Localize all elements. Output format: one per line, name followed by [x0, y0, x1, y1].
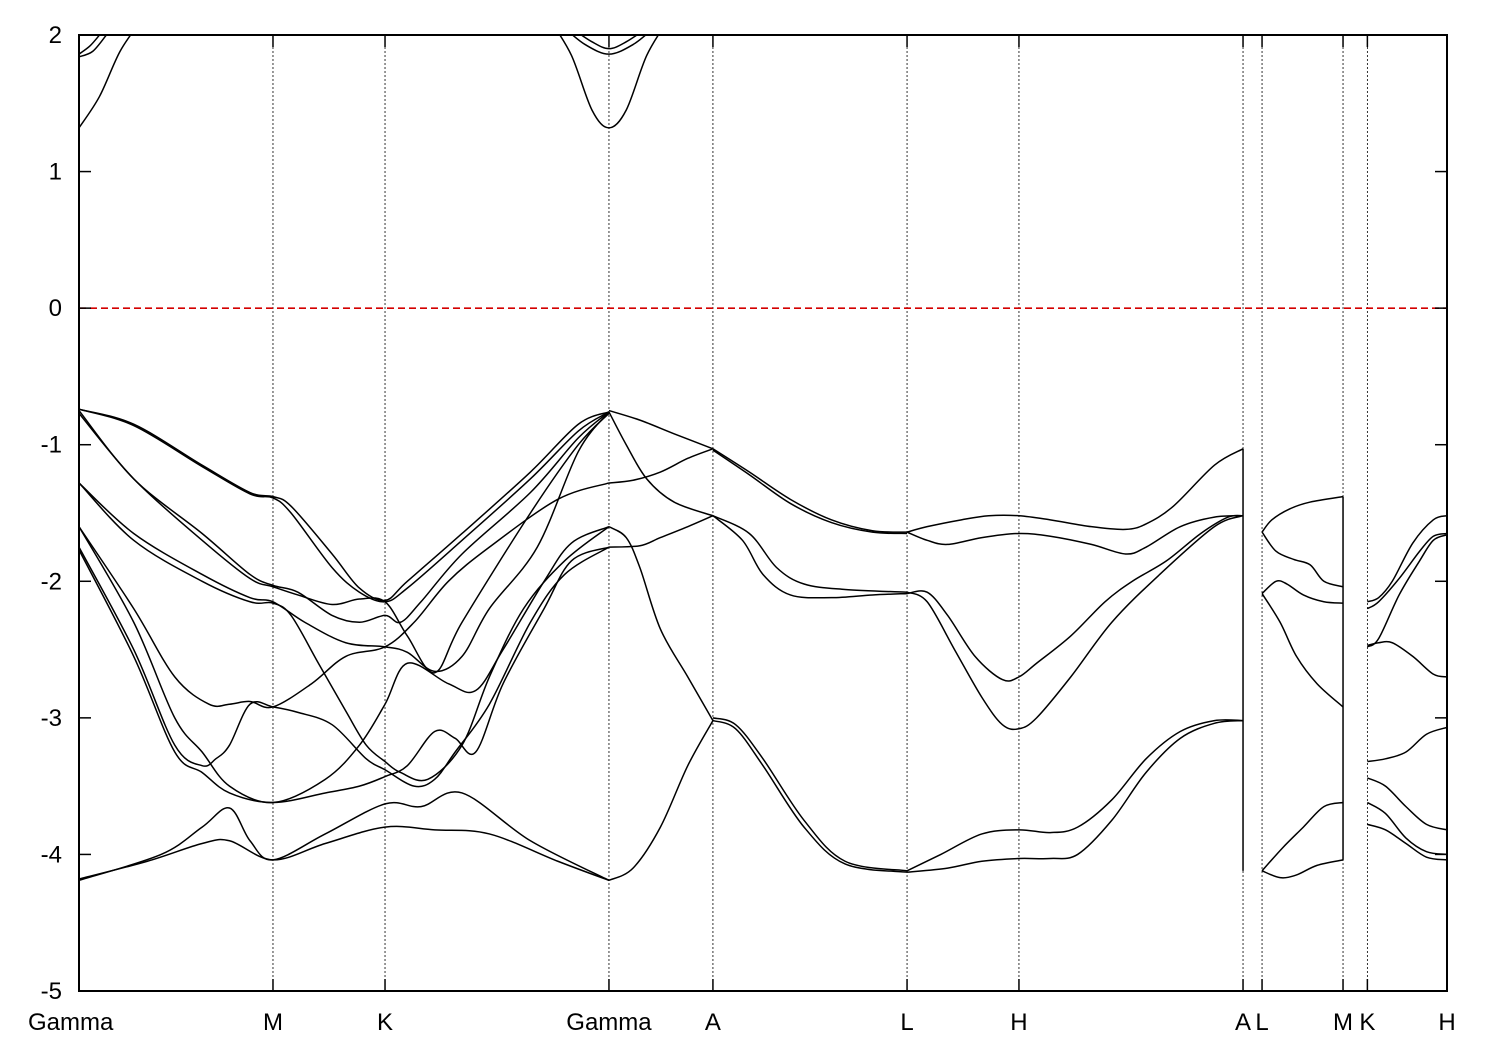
band-line-15 — [559, 35, 660, 129]
band-line-37 — [1261, 495, 1344, 533]
band-line-50 — [1366, 801, 1447, 856]
band-line-3 — [79, 546, 610, 804]
band-line-17 — [579, 35, 639, 50]
band-line-39 — [1261, 579, 1344, 604]
band-line-5 — [79, 482, 610, 709]
band-line-28 — [712, 717, 908, 872]
band-line-34 — [906, 719, 1244, 872]
y-tick-label-4: -2 — [41, 568, 62, 595]
y-tick-label-6: -4 — [41, 841, 62, 868]
band-line-9 — [79, 412, 610, 674]
x-tick-label-4: A — [705, 1009, 721, 1036]
band-line-49 — [1367, 777, 1447, 831]
band-line-11 — [79, 408, 610, 603]
band-line-4 — [79, 525, 610, 804]
band-line-47 — [1367, 640, 1447, 678]
band-line-26 — [712, 515, 908, 599]
band-line-45 — [1366, 532, 1447, 610]
x-tick-label-5: L — [900, 1009, 913, 1036]
band-line-32 — [906, 514, 1244, 682]
band-line-33 — [906, 515, 1244, 731]
x-tick-label-1: M — [263, 1009, 283, 1036]
band-line-42 — [1261, 801, 1344, 872]
band-line-51 — [1367, 823, 1447, 861]
band-line-10 — [79, 408, 610, 602]
x-tick-label-6: H — [1010, 1009, 1027, 1036]
band-line-38 — [1261, 531, 1344, 588]
x-tick-label-8: L — [1255, 1009, 1268, 1036]
band-line-7 — [79, 411, 610, 673]
band-line-13 — [79, 35, 107, 58]
band-line-40 — [1261, 593, 1344, 708]
band-line-46 — [1366, 534, 1447, 648]
band-line-24 — [712, 448, 908, 533]
band-line-19 — [608, 525, 714, 721]
band-line-12 — [79, 35, 132, 129]
band-line-29 — [712, 719, 908, 873]
y-tick-label-1: 1 — [49, 159, 62, 186]
band-line-1 — [79, 825, 610, 882]
band-line-6 — [79, 482, 610, 782]
x-tick-label-0: Gamma — [28, 1009, 114, 1036]
x-tick-label-3: Gamma — [566, 1009, 652, 1036]
plot-frame — [78, 34, 1448, 992]
y-tick-label-7: -5 — [41, 978, 62, 1005]
y-tick-label-5: -3 — [41, 705, 62, 732]
x-tick-label-11: H — [1438, 1009, 1455, 1036]
band-line-21 — [608, 448, 714, 484]
x-tick-label-9: M — [1333, 1009, 1353, 1036]
band-line-18 — [608, 720, 714, 882]
band-line-2 — [79, 546, 610, 788]
band-line-35 — [906, 719, 1244, 873]
band-line-41 — [1261, 859, 1344, 879]
x-axis: Gamma M K Gamma A L H A L M K H — [28, 35, 1456, 1036]
band-line-27 — [712, 515, 908, 593]
band-line-44 — [1367, 514, 1447, 603]
band-line-25 — [712, 449, 908, 535]
band-line-48 — [1367, 726, 1447, 763]
band-line-8 — [79, 410, 610, 624]
band-line-14 — [79, 35, 101, 55]
x-tick-label-7: A — [1235, 1009, 1251, 1036]
x-tick-label-10: K — [1359, 1009, 1375, 1036]
y-tick-label-3: -1 — [41, 432, 62, 459]
band-line-20 — [608, 515, 714, 548]
band-line-16 — [571, 35, 647, 55]
band-lines — [79, 35, 1447, 882]
y-tick-label-0: 2 — [49, 22, 62, 49]
x-tick-label-2: K — [377, 1009, 393, 1036]
band-line-23 — [608, 411, 714, 517]
kpoint-gridlines — [272, 35, 1368, 991]
band-line-31 — [906, 514, 1244, 555]
y-axis: 2 1 0 -1 -2 -3 -4 -5 — [41, 22, 1447, 1005]
band-line-0 — [79, 791, 610, 882]
band-line-22 — [608, 409, 714, 450]
band-line-30 — [906, 448, 1244, 533]
y-tick-label-2: 0 — [49, 295, 62, 322]
